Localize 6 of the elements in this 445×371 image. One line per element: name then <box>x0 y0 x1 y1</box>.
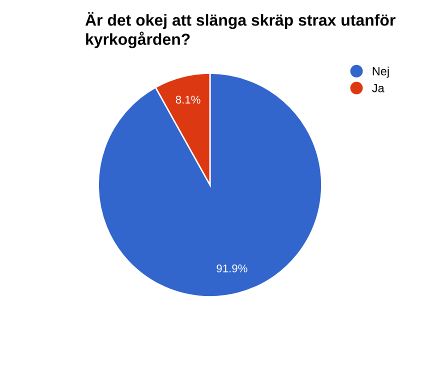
legend-label: Nej <box>372 66 389 78</box>
legend-label: Ja <box>372 84 384 92</box>
data-label: 91.9% <box>216 264 248 272</box>
data-label: 8.1% <box>176 96 200 104</box>
pie-slice <box>98 72 322 298</box>
chart-title: Är det okej att slänga skräp strax utanför kyrkogården? <box>85 12 396 48</box>
